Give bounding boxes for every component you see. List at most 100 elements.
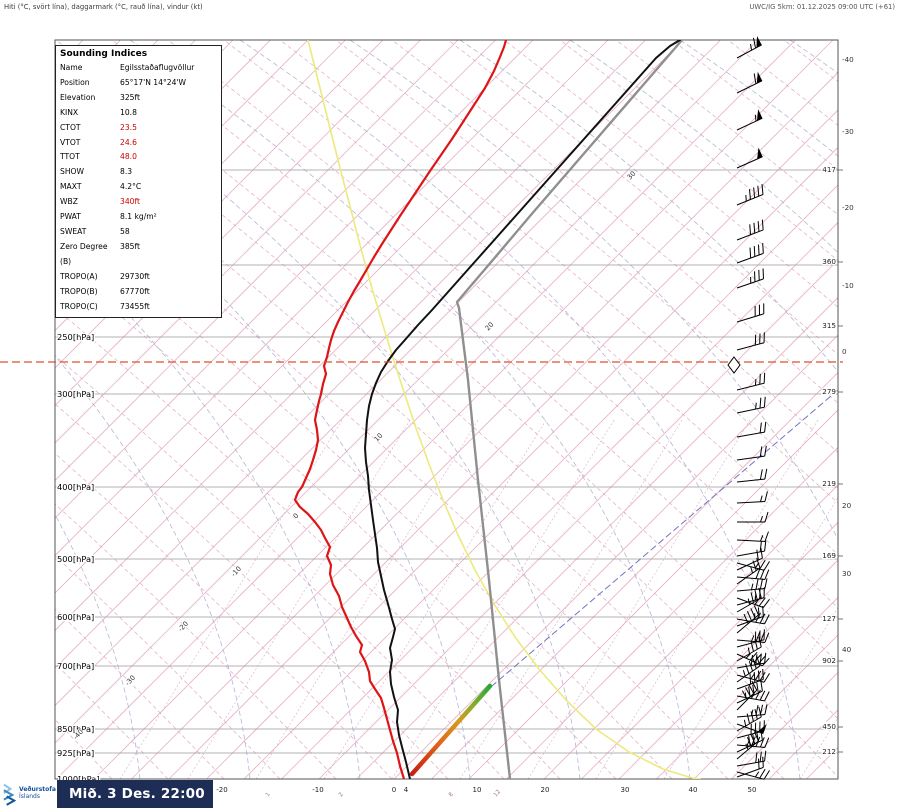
height-label: 279 — [822, 387, 836, 396]
height-label: 450 — [822, 722, 836, 731]
pressure-label: 400[hPa] — [57, 482, 94, 492]
indices-title: Sounding Indices — [60, 49, 148, 59]
dewpoint-line — [293, 40, 508, 779]
vedurstofa-logo: Veðurstofa Íslands — [0, 780, 57, 808]
valid-time-label: Mið. 3 Des. 22:00 — [57, 780, 213, 808]
logo-text: Veðurstofa Íslands — [19, 787, 56, 800]
index-row: Position 65°17'N 14°24'W — [56, 76, 221, 91]
right-temp-label: 20 — [842, 501, 852, 510]
right-temp-label: -30 — [842, 127, 854, 136]
logo-name-line1: Veðurstofa — [19, 786, 56, 794]
pressure-label: 700[hPa] — [57, 661, 94, 671]
isoline-label: 20 — [484, 321, 496, 333]
bottom-temp-label: 4 — [404, 786, 409, 794]
index-row: TROPO(C) 73455ft — [56, 300, 221, 315]
height-label: 219 — [822, 479, 836, 488]
blue-dashed-line — [491, 389, 838, 687]
index-row: Zero Degree (B) 385ft — [56, 240, 221, 270]
height-label: 127 — [822, 614, 836, 623]
bottom-temp-label: 10 — [473, 786, 482, 794]
height-label: 169 — [822, 551, 836, 560]
height-label: 212 — [822, 747, 836, 756]
bottom-temp-label: 0 — [392, 786, 396, 794]
index-row: Elevation 325ft — [56, 91, 221, 106]
legend-text: Hiti (°C, svört lína), daggarmark (°C, r… — [4, 3, 203, 11]
bottom-temp-label: 40 — [689, 786, 698, 794]
height-label: 417 — [822, 165, 836, 174]
pressure-label: 300[hPa] — [57, 389, 94, 399]
index-label: Position — [60, 77, 90, 87]
pressure-label: 850[hPa] — [57, 724, 94, 734]
index-label: TROPO(A) — [60, 271, 98, 281]
parcel-gradient-line — [409, 683, 493, 777]
index-value: 48.0 — [120, 152, 137, 162]
index-label: SWEAT — [60, 226, 87, 236]
bottom-temp-label: 50 — [748, 786, 757, 794]
logo-icon — [3, 783, 17, 806]
pressure-label: 925[hPa] — [57, 748, 94, 758]
indices-rows: Name Egilsstaðaflugvöllur Position 65°17'N … — [56, 61, 221, 314]
index-label: CTOT — [60, 122, 81, 132]
index-row: VTOT 24.6 — [56, 136, 221, 151]
index-label: PWAT — [60, 212, 81, 222]
height-label: 902 — [822, 656, 836, 665]
index-value: 4.2°C — [120, 182, 142, 192]
standard-atmosphere-line — [455, 40, 684, 779]
index-value: 73455ft — [120, 301, 150, 311]
isoline-label: -30 — [124, 674, 137, 688]
index-value: 65°17'N 14°24'W — [120, 77, 187, 87]
index-label: TTOT — [60, 152, 80, 162]
index-label: KINX — [60, 107, 79, 117]
model-run-text: UWC/IG 5km: 01.12.2025 09:00 UTC (+61) — [749, 3, 895, 11]
index-label: TROPO(B) — [60, 286, 98, 296]
isoline-label: 30 — [626, 170, 638, 182]
index-row: TTOT 48.0 — [56, 150, 221, 165]
index-row: PWAT 8.1 kg/m² — [56, 210, 221, 225]
index-label: WBZ — [60, 197, 78, 207]
mixing-ratio-label: 2 — [338, 792, 345, 799]
index-value: 340ft — [120, 197, 141, 207]
index-value: 67770ft — [120, 286, 150, 296]
index-value: 10.8 — [120, 107, 137, 117]
pressure-label: 250[hPa] — [57, 332, 94, 342]
index-value: 58 — [120, 226, 130, 236]
index-label: Name — [60, 63, 83, 72]
index-row: SHOW 8.3 — [56, 165, 221, 180]
isoline-label: 10 — [373, 432, 385, 444]
mixing-ratio-label: 12 — [493, 789, 502, 798]
sounding-indices: Sounding Indices Name Egilsstaðaflugvöllu… — [55, 45, 222, 319]
index-value: 23.5 — [120, 122, 137, 132]
isoline-label: -20 — [177, 620, 190, 634]
pressure-grid — [54, 39, 843, 780]
right-temp-label: -10 — [842, 281, 854, 290]
index-row: MAXT 4.2°C — [56, 180, 221, 195]
temperature-line — [364, 40, 681, 779]
index-row: TROPO(A) 29730ft — [56, 270, 221, 285]
tropopause-wind-marker — [727, 356, 741, 374]
index-value: 385ft — [120, 241, 141, 251]
profile-lines — [293, 40, 838, 779]
index-label: VTOT — [60, 137, 81, 147]
bottom-temp-label: 30 — [621, 786, 630, 794]
right-temp-label: -40 — [842, 55, 854, 64]
index-value: 24.6 — [120, 137, 137, 147]
index-label: TROPO(C) — [60, 301, 98, 311]
bottom-temp-label: 20 — [541, 786, 550, 794]
logo-name-line2: Íslands — [19, 793, 40, 800]
index-label: Zero Degree (B) — [60, 241, 108, 266]
index-value: 8.1 kg/m² — [120, 212, 157, 222]
index-row: Name Egilsstaðaflugvöllur — [56, 61, 221, 76]
index-label: Elevation — [60, 92, 96, 102]
index-label: MAXT — [60, 182, 82, 192]
index-value: Egilsstaðaflugvöllur — [120, 63, 195, 72]
index-row: TROPO(B) 67770ft — [56, 285, 221, 300]
wind-barbs — [727, 36, 770, 780]
height-label: 315 — [822, 321, 836, 330]
index-value: 8.3 — [120, 167, 133, 177]
index-row: WBZ 340ft — [56, 195, 221, 210]
top-info-bar: Hiti (°C, svört lína), daggarmark (°C, r… — [0, 0, 900, 18]
index-value: 325ft — [120, 92, 141, 102]
yellow-reference-line — [307, 40, 701, 779]
mixing-ratio-label: 1 — [265, 791, 272, 798]
right-temp-label: -20 — [842, 203, 854, 212]
